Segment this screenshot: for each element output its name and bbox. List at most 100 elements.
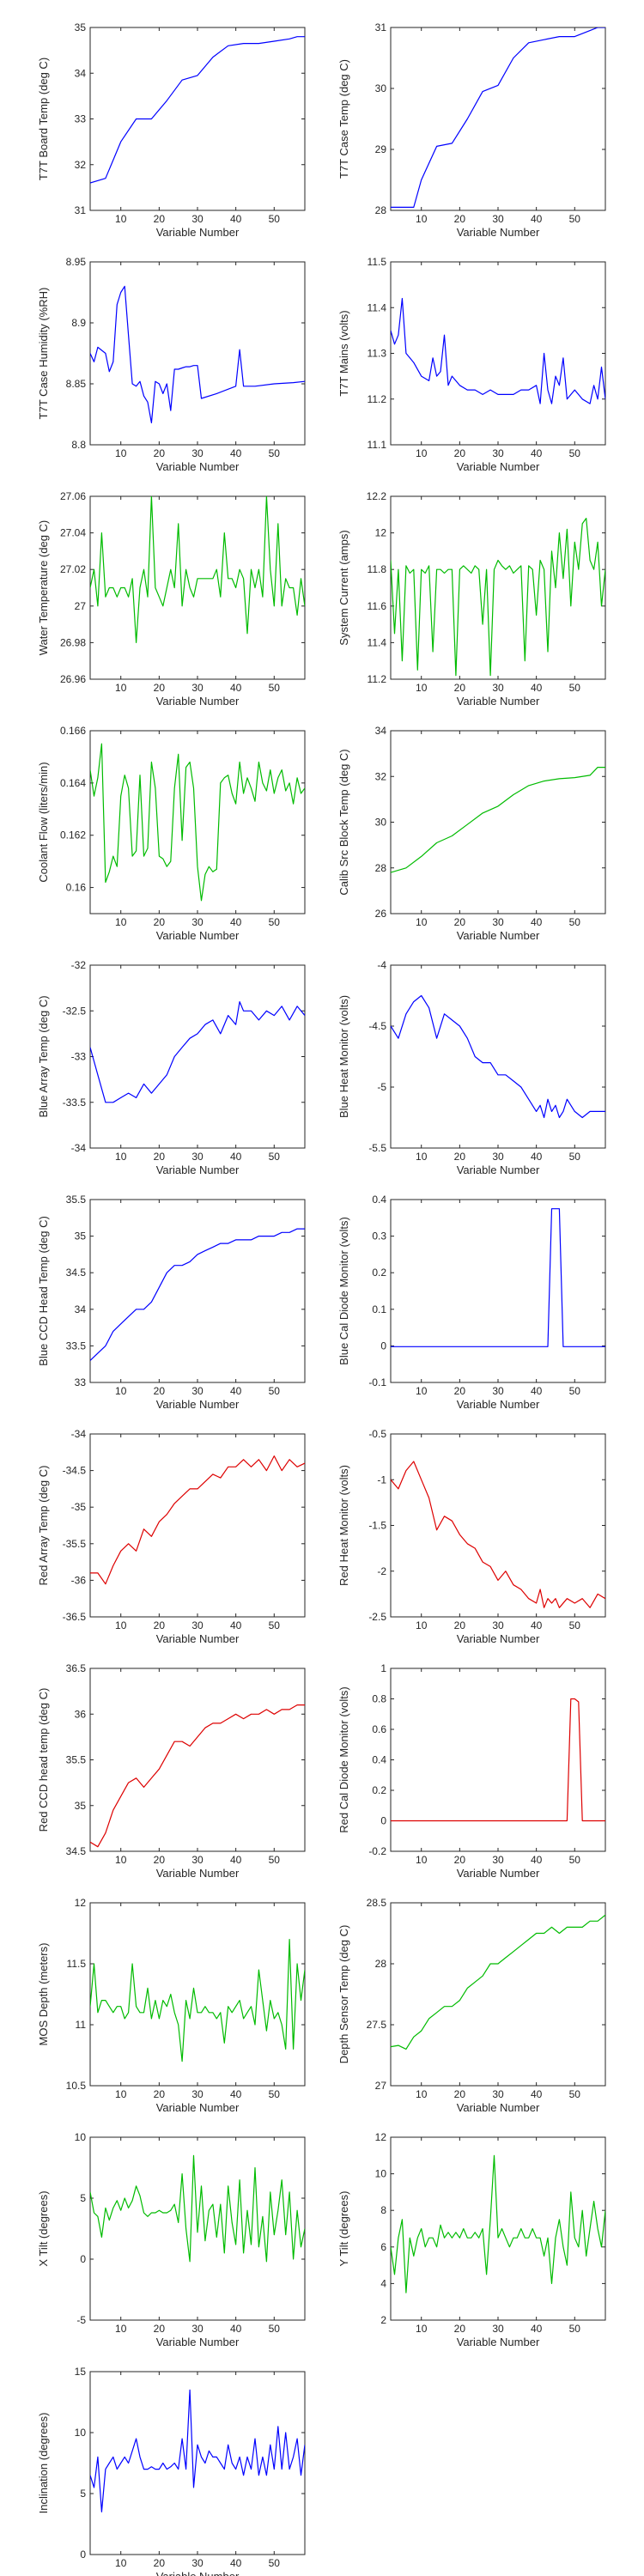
y-axis-label: X Tilt (degrees) xyxy=(37,2190,50,2266)
x-tick-label: 10 xyxy=(115,2088,127,2100)
y-axis-label: T7T Case Temp (deg C) xyxy=(337,59,350,179)
y-tick-label: 0 xyxy=(80,2549,86,2561)
data-series-line xyxy=(90,1000,305,1103)
subplot-6: 10 20 30 40 50 11.2 11.4 11.6 11.8 12 12.2 Variable… xyxy=(337,490,606,708)
x-tick-label: 10 xyxy=(115,2323,127,2335)
y-tick-label: -5.5 xyxy=(368,1142,386,1154)
y-tick-label: 34 xyxy=(75,67,87,79)
x-tick-label: 10 xyxy=(416,2088,428,2100)
subplot-18: 10 20 30 40 50 27 27.5 28 28.5 Variable Number Dep… xyxy=(337,1897,606,2114)
x-tick-label: 50 xyxy=(269,1385,281,1397)
x-tick-label: 20 xyxy=(454,682,466,694)
x-tick-label: 30 xyxy=(191,447,204,459)
y-tick-label: 11.4 xyxy=(368,301,387,313)
y-axis-label: T7T Mains (volts) xyxy=(337,310,350,396)
y-tick-label: 32 xyxy=(75,159,87,171)
x-tick-label: 10 xyxy=(115,1385,127,1397)
x-axis-label: Variable Number xyxy=(156,1867,240,1880)
y-tick-label: 0.4 xyxy=(372,1754,386,1766)
x-tick-label: 30 xyxy=(191,2088,204,2100)
y-tick-label: 5 xyxy=(80,2192,86,2204)
y-tick-label: 36.5 xyxy=(66,1662,87,1674)
y-tick-label: 36 xyxy=(75,1708,87,1720)
subplot-3: 10 20 30 40 50 8.8 8.85 8.9 8.95 Variable Number T… xyxy=(37,256,306,473)
x-tick-label: 20 xyxy=(454,213,466,225)
x-tick-label: 40 xyxy=(230,1854,242,1866)
plot-area-frame xyxy=(390,1433,606,1618)
x-tick-label: 50 xyxy=(569,1854,581,1866)
x-tick-label: 10 xyxy=(115,916,127,928)
x-axis-label: Variable Number xyxy=(156,226,240,239)
y-tick-label: 34.5 xyxy=(66,1845,87,1857)
x-tick-label: 50 xyxy=(269,2323,281,2335)
x-tick-label: 50 xyxy=(569,1385,581,1397)
x-tick-label: 10 xyxy=(115,1619,127,1631)
x-tick-label: 40 xyxy=(230,1385,242,1397)
x-tick-label: 30 xyxy=(191,916,204,928)
x-tick-label: 40 xyxy=(531,2088,543,2100)
y-tick-label: -1.5 xyxy=(368,1520,386,1532)
x-tick-label: 20 xyxy=(154,2088,166,2100)
x-tick-label: 20 xyxy=(154,916,166,928)
x-tick-label: 10 xyxy=(416,447,428,459)
data-series-line xyxy=(391,2154,605,2293)
plot-area-frame xyxy=(89,1668,306,1852)
x-tick-label: 10 xyxy=(416,213,428,225)
x-tick-label: 30 xyxy=(191,2323,204,2335)
subplot-9: 10 20 30 40 50 -34 -33.5 -33 -32.5 -32 Variable Nu… xyxy=(37,959,306,1176)
x-axis-label: Variable Number xyxy=(457,1398,540,1411)
y-tick-label: 0 xyxy=(380,1815,386,1827)
y-tick-label: 0.6 xyxy=(372,1723,386,1735)
x-tick-label: 20 xyxy=(154,2323,166,2335)
x-tick-label: 40 xyxy=(230,213,242,225)
y-tick-label: 10 xyxy=(375,2168,387,2180)
y-tick-label: 33.5 xyxy=(66,1340,87,1352)
y-tick-label: 0.3 xyxy=(372,1230,386,1242)
y-tick-label: 8.95 xyxy=(66,256,87,268)
x-axis-label: Variable Number xyxy=(156,1163,240,1176)
x-tick-label: 50 xyxy=(569,682,581,694)
y-tick-label: 0.4 xyxy=(372,1194,386,1206)
y-tick-label: -33.5 xyxy=(63,1097,87,1109)
x-tick-label: 20 xyxy=(154,1151,166,1163)
x-tick-label: 30 xyxy=(492,1619,504,1631)
x-tick-label: 20 xyxy=(454,1619,466,1631)
plot-area-frame xyxy=(89,1199,306,1383)
subplot-21: 10 20 30 40 50 0 5 10 15 Variable Number Inclinati… xyxy=(37,2366,306,2576)
x-tick-label: 50 xyxy=(269,447,281,459)
y-axis-label: Depth Sensor Temp (deg C) xyxy=(337,1925,350,2064)
y-tick-label: 0 xyxy=(380,1340,386,1352)
plot-area-frame xyxy=(390,964,606,1149)
y-tick-label: -0.2 xyxy=(368,1845,386,1857)
x-tick-label: 50 xyxy=(269,213,281,225)
y-tick-label: 11.2 xyxy=(368,673,387,685)
y-tick-label: 8.85 xyxy=(66,378,87,390)
y-tick-label: 2 xyxy=(380,2314,386,2326)
x-tick-label: 40 xyxy=(531,1854,543,1866)
x-tick-label: 10 xyxy=(115,2557,127,2569)
y-tick-label: 6 xyxy=(380,2241,386,2253)
y-tick-label: 34 xyxy=(375,725,387,737)
y-axis-label: Red Heat Monitor (volts) xyxy=(337,1465,350,1586)
y-tick-label: 26 xyxy=(375,908,387,920)
y-tick-label: 35.5 xyxy=(66,1194,87,1206)
data-series-line xyxy=(391,517,605,677)
y-tick-label: 11 xyxy=(76,2019,87,2031)
y-tick-label: 35.5 xyxy=(66,1754,87,1766)
y-tick-label: 12 xyxy=(375,527,387,539)
subplot-4: 10 20 30 40 50 11.1 11.2 11.3 11.4 11.5 Variable N… xyxy=(337,256,606,473)
x-axis-label: Variable Number xyxy=(156,2336,240,2348)
y-tick-label: -36 xyxy=(71,1574,87,1586)
x-axis-label: Variable Number xyxy=(457,226,540,239)
y-tick-label: 35 xyxy=(75,21,87,33)
y-axis-label: MOS Depth (meters) xyxy=(37,1943,50,2046)
data-series-line xyxy=(391,1698,605,1822)
data-series-line xyxy=(391,766,605,873)
plot-area-frame xyxy=(89,261,306,446)
x-tick-label: 20 xyxy=(154,682,166,694)
x-tick-label: 30 xyxy=(492,447,504,459)
y-axis-label: Calib Src Block Temp (deg C) xyxy=(337,749,350,895)
x-axis-label: Variable Number xyxy=(156,1398,240,1411)
y-tick-label: 12 xyxy=(375,2131,387,2143)
x-tick-label: 40 xyxy=(230,447,242,459)
